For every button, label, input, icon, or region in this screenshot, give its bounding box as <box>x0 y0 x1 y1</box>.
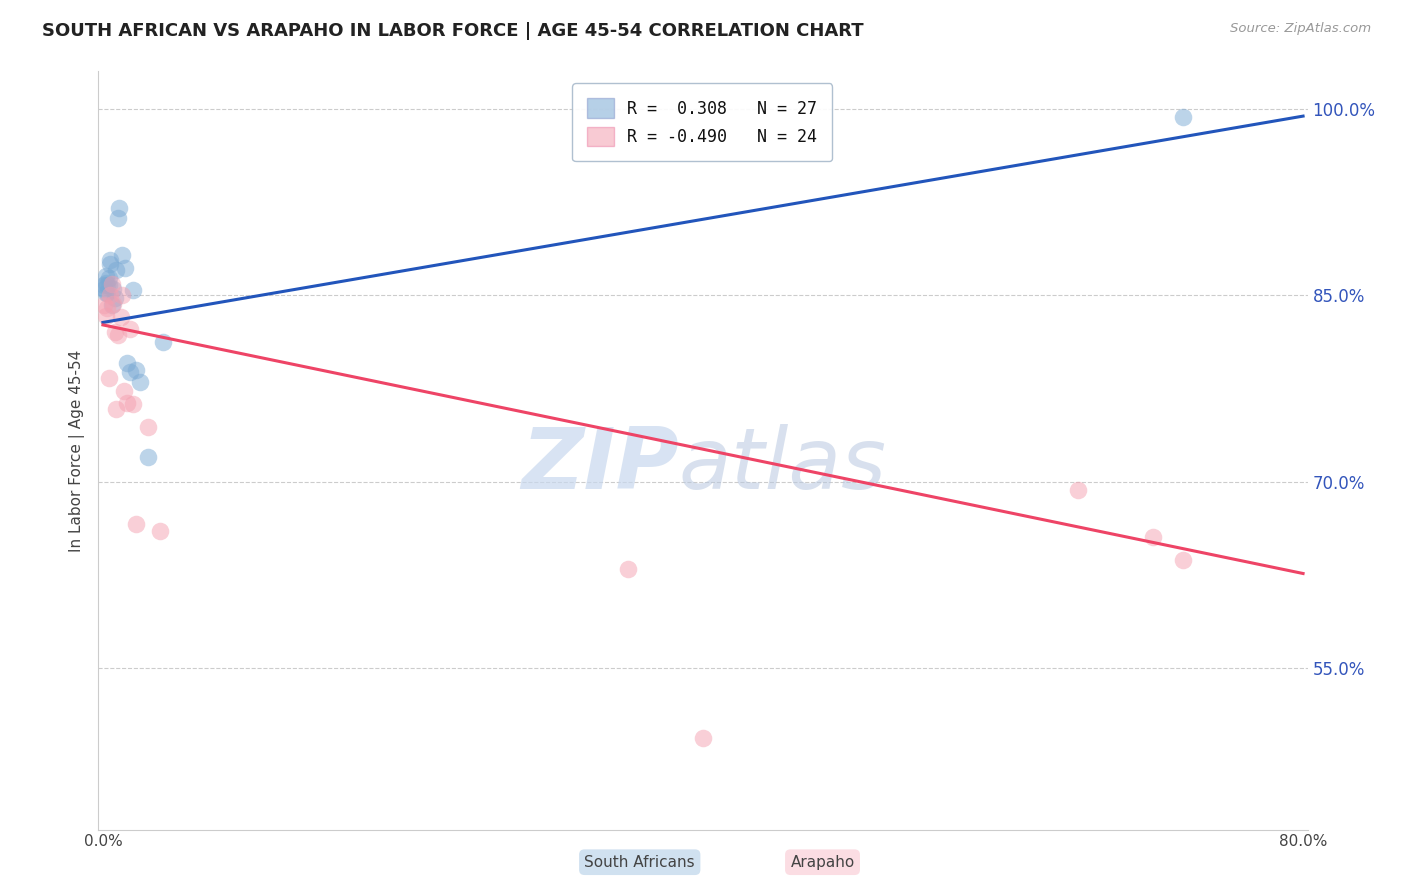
Point <box>1142 531 1164 545</box>
Point <box>149 524 172 539</box>
Text: Source: ZipAtlas.com: Source: ZipAtlas.com <box>1230 22 1371 36</box>
Text: SOUTH AFRICAN VS ARAPAHO IN LABOR FORCE | AGE 45-54 CORRELATION CHART: SOUTH AFRICAN VS ARAPAHO IN LABOR FORCE … <box>42 22 863 40</box>
Point <box>100 257 122 271</box>
Point <box>94 269 117 284</box>
Point <box>118 365 141 379</box>
Point <box>118 321 141 335</box>
Text: ZIP: ZIP <box>522 424 679 508</box>
Point <box>104 326 127 340</box>
Point <box>108 201 131 215</box>
Point <box>100 253 122 268</box>
Point <box>112 384 135 398</box>
Point <box>96 301 118 315</box>
Point <box>94 310 117 324</box>
Point <box>122 283 145 297</box>
Point <box>111 288 134 302</box>
Point <box>115 396 138 410</box>
Point <box>107 211 129 225</box>
Point <box>110 310 132 325</box>
Point <box>105 263 128 277</box>
Point <box>97 270 120 285</box>
Point <box>103 282 125 296</box>
Point <box>1171 111 1194 125</box>
Point <box>101 298 124 312</box>
Point <box>96 278 118 293</box>
Point <box>97 371 120 385</box>
Point <box>692 731 714 745</box>
Point <box>136 420 159 434</box>
Text: South Africans: South Africans <box>585 855 695 870</box>
Point <box>122 397 145 411</box>
Point <box>114 260 136 275</box>
Legend: R =  0.308   N = 27, R = -0.490   N = 24: R = 0.308 N = 27, R = -0.490 N = 24 <box>572 84 832 161</box>
Point <box>100 288 122 302</box>
Point <box>152 335 174 350</box>
Point <box>115 356 138 370</box>
Point <box>111 248 134 262</box>
Point <box>125 362 148 376</box>
Point <box>96 285 118 300</box>
Point <box>105 402 128 417</box>
Point <box>93 282 115 296</box>
Point <box>107 327 129 342</box>
Point <box>129 375 152 389</box>
Point <box>97 278 120 293</box>
Point <box>93 298 115 312</box>
Point <box>101 277 124 291</box>
Point <box>104 291 127 305</box>
Point <box>93 278 115 293</box>
Text: atlas: atlas <box>679 424 887 508</box>
Point <box>103 297 125 311</box>
Point <box>1067 483 1090 498</box>
Point <box>94 285 117 300</box>
Y-axis label: In Labor Force | Age 45-54: In Labor Force | Age 45-54 <box>69 350 84 551</box>
Point <box>136 450 159 464</box>
Text: Arapaho: Arapaho <box>790 855 855 870</box>
Point <box>94 276 117 290</box>
Point <box>617 561 640 575</box>
Point <box>1171 553 1194 567</box>
Point <box>125 516 148 531</box>
